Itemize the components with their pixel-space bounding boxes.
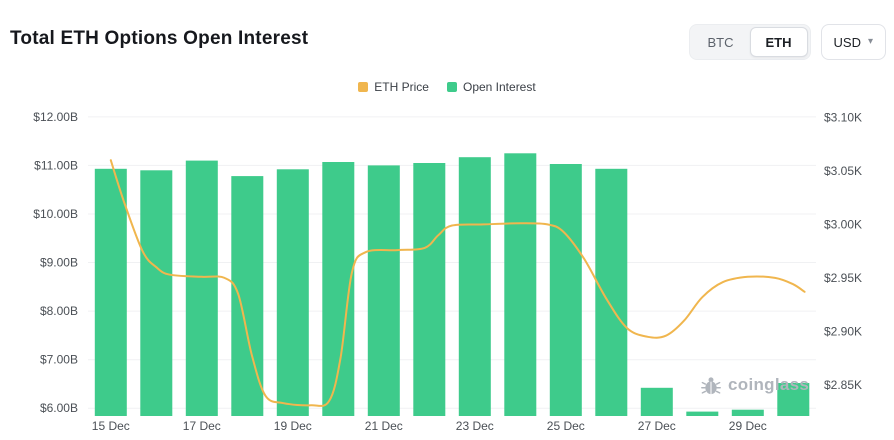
page-header: Total ETH Options Open Interest BTC ETH … — [0, 0, 894, 72]
legend-label-eth-price: ETH Price — [374, 80, 429, 94]
page-title: Total ETH Options Open Interest — [10, 28, 309, 49]
legend-item-open-interest[interactable]: Open Interest — [446, 80, 536, 94]
oi-bar[interactable] — [458, 157, 491, 416]
oi-bar[interactable] — [276, 169, 309, 416]
svg-text:$3.00K: $3.00K — [824, 217, 862, 231]
oi-bar[interactable] — [686, 411, 719, 416]
oi-bar[interactable] — [140, 170, 173, 416]
svg-text:27 Dec: 27 Dec — [638, 419, 676, 433]
eth-toggle-button[interactable]: ETH — [749, 27, 808, 57]
svg-text:21 Dec: 21 Dec — [365, 419, 403, 433]
eth-price-swatch — [358, 82, 369, 92]
coinglass-watermark: coinglass — [700, 374, 809, 396]
x-axis-labels: 15 Dec 17 Dec 19 Dec 21 Dec 23 Dec 25 Dec 27 D… — [92, 419, 767, 433]
oi-bar[interactable] — [731, 409, 764, 416]
svg-text:19 Dec: 19 Dec — [274, 419, 312, 433]
svg-text:$3.10K: $3.10K — [824, 110, 862, 124]
oi-bar[interactable] — [549, 164, 582, 416]
chart-legend: ETH Price Open Interest — [0, 80, 894, 94]
oi-bar[interactable] — [640, 387, 673, 416]
header-controls: BTC ETH USD ▾ — [688, 24, 886, 60]
oi-bar[interactable] — [413, 163, 446, 416]
open-interest-swatch — [446, 82, 457, 92]
svg-text:15 Dec: 15 Dec — [92, 419, 130, 433]
svg-text:$8.00B: $8.00B — [40, 304, 78, 318]
oi-bar[interactable] — [185, 160, 218, 416]
left-axis-labels: $12.00B $11.00B $10.00B $9.00B $8.00B $7.00B $… — [33, 110, 78, 415]
oi-bar[interactable] — [504, 153, 537, 417]
oi-bar[interactable] — [777, 383, 810, 416]
coinglass-watermark-text: coinglass — [728, 375, 810, 394]
coin-toggle: BTC ETH — [688, 24, 811, 60]
chevron-down-icon: ▾ — [867, 36, 873, 47]
svg-text:$2.85K: $2.85K — [824, 378, 862, 392]
btc-toggle-button[interactable]: BTC — [692, 27, 750, 57]
svg-text:$2.95K: $2.95K — [824, 271, 862, 285]
currency-dropdown[interactable]: USD ▾ — [820, 24, 886, 60]
svg-text:$9.00B: $9.00B — [40, 256, 78, 270]
eth-price-line[interactable] — [109, 159, 806, 407]
svg-text:$12.00B: $12.00B — [33, 110, 78, 124]
svg-text:$2.90K: $2.90K — [824, 324, 862, 338]
currency-label: USD — [833, 34, 861, 50]
svg-text:$6.00B: $6.00B — [40, 401, 78, 415]
svg-text:$11.00B: $11.00B — [34, 158, 78, 172]
coinglass-bug-icon — [701, 377, 721, 395]
svg-text:25 Dec: 25 Dec — [547, 419, 585, 433]
svg-text:29 Dec: 29 Dec — [729, 419, 767, 433]
legend-label-open-interest: Open Interest — [462, 80, 536, 94]
svg-text:$10.00B: $10.00B — [33, 207, 78, 221]
legend-item-eth-price[interactable]: ETH Price — [358, 80, 429, 94]
oi-bar[interactable] — [595, 168, 628, 416]
oi-bar[interactable] — [94, 168, 127, 416]
oi-bar[interactable] — [367, 165, 400, 416]
right-axis-labels: $3.10K $3.05K $3.00K $2.95K $2.90K $2.85K — [824, 110, 862, 392]
svg-text:$7.00B: $7.00B — [40, 353, 78, 367]
svg-text:17 Dec: 17 Dec — [183, 419, 221, 433]
svg-text:23 Dec: 23 Dec — [456, 419, 494, 433]
svg-text:$3.05K: $3.05K — [824, 164, 862, 178]
